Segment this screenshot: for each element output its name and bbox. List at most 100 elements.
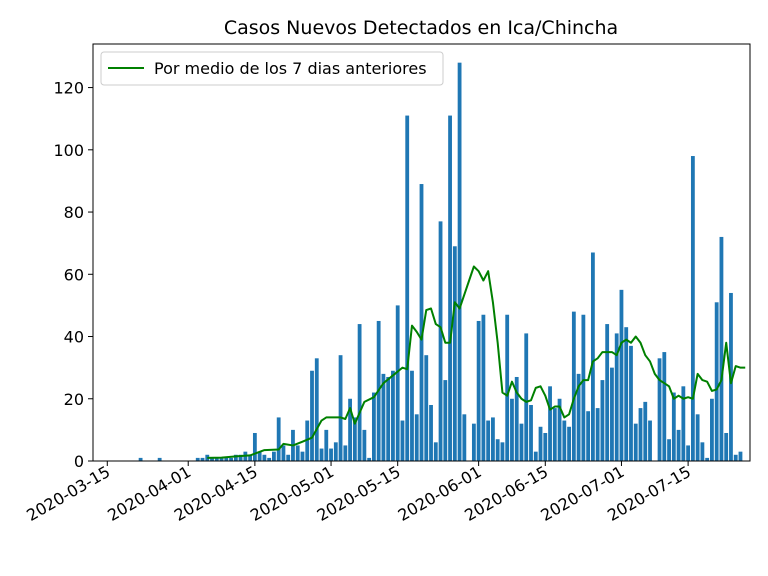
bar [324, 429, 329, 461]
bar [391, 370, 395, 461]
y-tick-label: 20 [64, 390, 84, 409]
bar [276, 417, 281, 461]
bar [476, 320, 481, 461]
bar [514, 376, 519, 461]
bar [662, 352, 667, 461]
legend-label: Por medio de los 7 dias anteriores [154, 59, 427, 78]
bar [500, 442, 505, 461]
bar [367, 457, 372, 461]
bar [262, 454, 267, 461]
bar [414, 414, 419, 461]
bar [462, 414, 467, 461]
bar [690, 156, 695, 461]
bar [700, 442, 705, 461]
bar [571, 311, 576, 461]
bar [557, 398, 562, 461]
bar [657, 358, 662, 461]
bar [481, 314, 486, 461]
bar [681, 386, 686, 461]
bar [233, 454, 238, 461]
bar [529, 404, 533, 461]
bar [333, 442, 338, 461]
bar [257, 451, 262, 461]
bar [581, 314, 586, 461]
bar [272, 451, 276, 461]
bar [343, 445, 348, 461]
bar [600, 380, 605, 461]
bar [238, 454, 243, 461]
bar [200, 457, 205, 461]
bar [252, 432, 257, 461]
bar [562, 420, 567, 461]
bar [410, 370, 414, 461]
bar [405, 115, 410, 461]
bar [667, 439, 671, 461]
bar [219, 457, 224, 461]
bar [329, 448, 333, 461]
bar [248, 454, 253, 461]
bar [705, 457, 710, 461]
bar [610, 367, 614, 461]
bar [624, 327, 629, 461]
bar [552, 408, 557, 461]
bar [300, 451, 305, 461]
bar [614, 333, 619, 461]
bar [381, 373, 386, 461]
y-tick-label: 0 [74, 452, 84, 471]
bar [210, 457, 214, 461]
bar [648, 420, 652, 461]
bar [295, 445, 300, 461]
bar [629, 345, 633, 461]
moving-average-line [207, 265, 746, 459]
bar [619, 289, 624, 461]
y-tick-label: 60 [64, 265, 84, 284]
bar [352, 417, 357, 461]
bar [310, 370, 314, 461]
bar [605, 324, 610, 461]
bar [576, 373, 581, 461]
bar [738, 451, 743, 461]
y-tick-label: 40 [64, 328, 84, 347]
bar [543, 432, 548, 461]
bar [686, 445, 691, 461]
bar [429, 404, 433, 461]
bar [457, 62, 462, 462]
bar [229, 457, 233, 461]
bar [319, 448, 324, 461]
bar [452, 246, 457, 461]
bar [386, 376, 391, 461]
bar [357, 324, 362, 461]
bar [714, 302, 719, 461]
bar [362, 429, 367, 461]
legend: Por medio de los 7 dias anteriores [100, 51, 444, 86]
bar [638, 408, 643, 461]
bar [471, 423, 476, 461]
bar [395, 305, 400, 461]
bar [286, 454, 291, 461]
bar [524, 333, 529, 461]
bar [491, 417, 495, 461]
bar [595, 408, 600, 461]
bar [519, 423, 524, 461]
bar [281, 445, 286, 461]
bar [495, 439, 500, 461]
bar [567, 426, 571, 461]
bar [733, 454, 738, 461]
bar [267, 457, 272, 461]
bar [195, 457, 200, 461]
plot-frame [92, 43, 751, 462]
bar [443, 380, 448, 461]
bar [510, 398, 514, 461]
y-tick-label: 80 [64, 203, 84, 222]
bar [338, 355, 343, 461]
bar [448, 115, 452, 461]
bar [438, 221, 443, 461]
bar [424, 355, 429, 461]
chart-title: Casos Nuevos Detectados en Ica/Chincha [224, 17, 618, 39]
legend-box [100, 51, 444, 86]
y-tick-label: 100 [53, 141, 84, 160]
bar [400, 420, 405, 461]
bar [724, 432, 729, 461]
bar [633, 423, 638, 461]
